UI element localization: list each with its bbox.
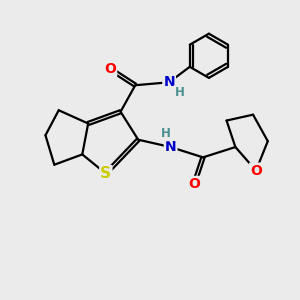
Text: H: H: [175, 86, 184, 99]
Text: N: N: [165, 140, 176, 154]
Text: N: N: [163, 75, 175, 89]
Text: O: O: [250, 164, 262, 178]
Text: S: S: [100, 166, 111, 181]
Text: H: H: [161, 127, 171, 140]
Text: O: O: [104, 62, 116, 76]
Text: O: O: [188, 177, 200, 191]
